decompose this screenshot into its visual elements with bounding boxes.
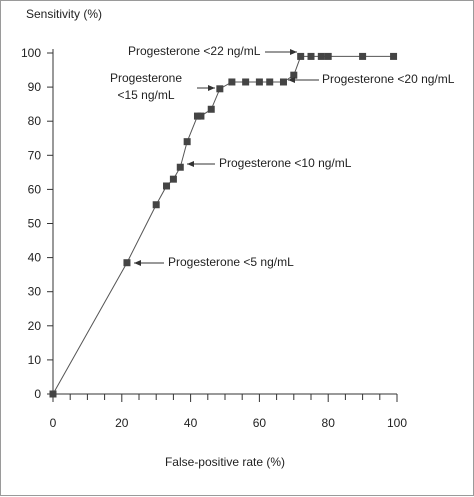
data-point xyxy=(152,201,160,209)
y-tick-label: 90 xyxy=(28,80,42,94)
y-tick-label: 50 xyxy=(28,217,42,231)
annotation-label: Progesterone <22 ng/mL xyxy=(128,44,261,58)
y-tick-label: 70 xyxy=(28,148,42,162)
data-point xyxy=(290,71,298,79)
data-point xyxy=(176,163,184,171)
x-tick-label: 0 xyxy=(50,416,57,430)
y-tick-label: 0 xyxy=(34,387,41,401)
y-tick-label: 60 xyxy=(28,182,42,196)
annotation-label: Progesterone <20 ng/mL xyxy=(322,72,455,86)
data-point xyxy=(266,78,274,86)
data-point xyxy=(207,105,215,113)
annotation-label: <15 ng/mL xyxy=(117,88,174,102)
annotation-arrowhead xyxy=(134,260,141,266)
roc-curve xyxy=(52,55,394,395)
axes: 0 10 20 30 40 50 60 70 80 90 100 0 20 40 60 80 100 xyxy=(21,46,407,430)
data-point xyxy=(390,52,398,60)
x-axis-label: False-positive rate (%) xyxy=(165,455,285,469)
x-tick-label: 20 xyxy=(115,416,129,430)
data-point xyxy=(242,78,250,86)
data-point xyxy=(297,52,305,60)
annotation-arrowhead xyxy=(290,49,297,55)
data-point xyxy=(163,182,171,190)
data-point xyxy=(255,78,263,86)
data-point xyxy=(317,52,325,60)
data-point xyxy=(359,52,367,60)
data-point xyxy=(123,259,131,267)
y-tick-label: 20 xyxy=(28,319,42,333)
data-point xyxy=(324,52,332,60)
y-tick-label: 100 xyxy=(21,46,41,60)
data-point xyxy=(279,78,287,86)
y-tick-label: 30 xyxy=(28,285,42,299)
annotation-label: Progesterone <5 ng/mL xyxy=(168,255,294,269)
data-point xyxy=(197,112,205,120)
x-tick-label: 60 xyxy=(253,416,267,430)
curve-line xyxy=(52,55,394,395)
data-point xyxy=(228,78,236,86)
y-axis-label: Sensitivity (%) xyxy=(26,7,102,21)
data-point xyxy=(183,138,191,146)
annotation-label: Progesterone <10 ng/mL xyxy=(219,156,352,170)
data-markers xyxy=(49,52,398,398)
data-point xyxy=(49,390,57,398)
x-tick-label: 80 xyxy=(322,416,336,430)
x-tick-label: 100 xyxy=(387,416,407,430)
annotation-arrowhead xyxy=(187,161,194,167)
y-tick-label: 10 xyxy=(28,353,42,367)
annotation-arrowhead xyxy=(208,85,215,91)
x-tick-label: 40 xyxy=(184,416,198,430)
annotation-arrowhead xyxy=(288,77,295,83)
data-point xyxy=(216,85,224,93)
data-point xyxy=(307,52,315,60)
data-point xyxy=(169,175,177,183)
annotations: Progesterone <22 ng/mL Progesterone <15 ng… xyxy=(110,44,455,269)
y-tick-label: 40 xyxy=(28,251,42,265)
annotation-label: Progesterone xyxy=(110,71,182,85)
y-tick-label: 80 xyxy=(28,114,42,128)
